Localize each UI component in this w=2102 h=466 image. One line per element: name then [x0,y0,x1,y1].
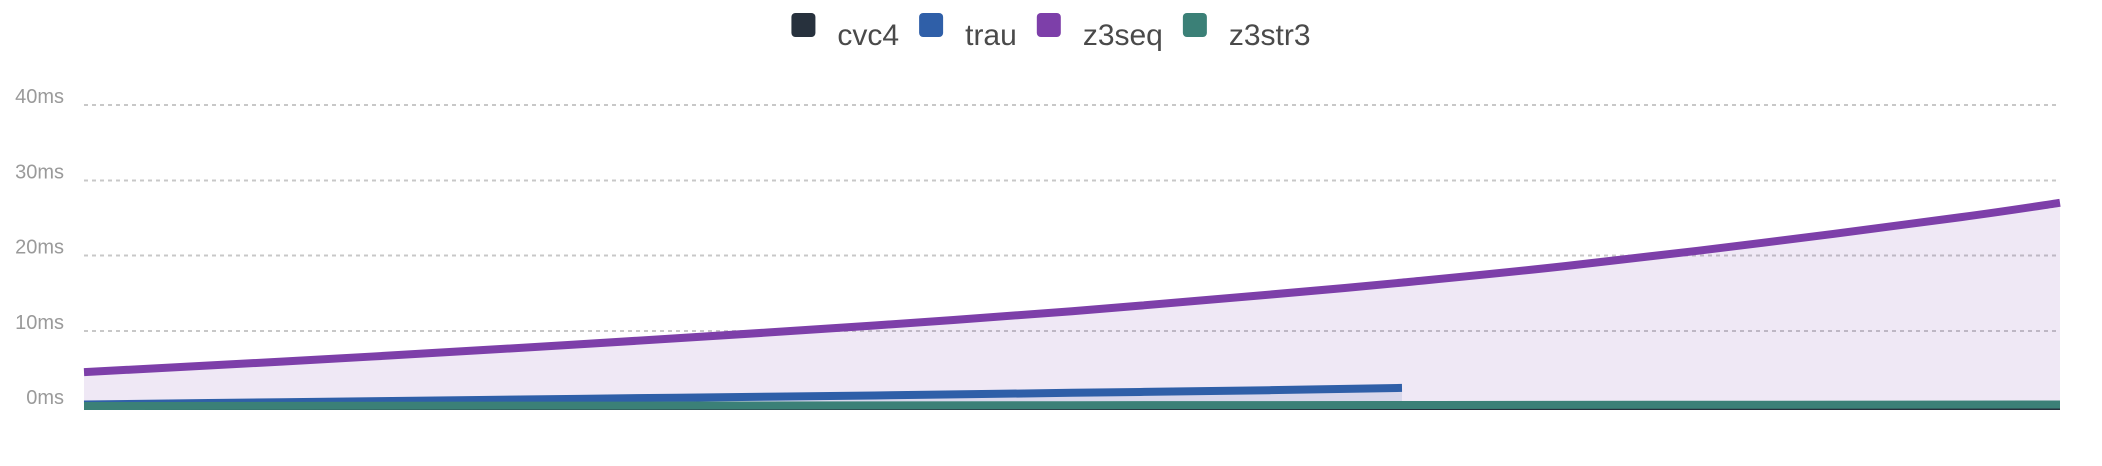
legend-label: cvc4 [837,19,899,52]
legend-swatch [791,13,815,37]
legend-item-z3seq[interactable]: z3seq [1037,13,1163,52]
y-axis: 0ms 10ms 20ms 30ms 40ms [15,86,64,409]
legend: cvc4 trau z3seq z3str3 [791,13,1310,52]
legend-swatch [1183,13,1207,37]
y-tick-label: 0ms [26,387,64,409]
y-tick-label: 10ms [15,312,64,334]
legend-swatch [919,13,943,37]
series-line-z3str3[interactable] [84,405,2060,407]
legend-item-z3str3[interactable]: z3str3 [1183,13,1311,52]
legend-swatch [1037,13,1061,37]
y-tick-label: 30ms [15,161,64,183]
legend-label: z3seq [1083,19,1163,52]
legend-item-trau[interactable]: trau [919,13,1017,52]
y-tick-label: 20ms [15,237,64,259]
legend-label: trau [965,19,1017,52]
series-area-z3seq [84,203,2060,406]
legend-item-cvc4[interactable]: cvc4 [791,13,899,52]
legend-label: z3str3 [1229,19,1311,52]
y-tick-label: 40ms [15,86,64,108]
area-layer [84,203,2060,406]
